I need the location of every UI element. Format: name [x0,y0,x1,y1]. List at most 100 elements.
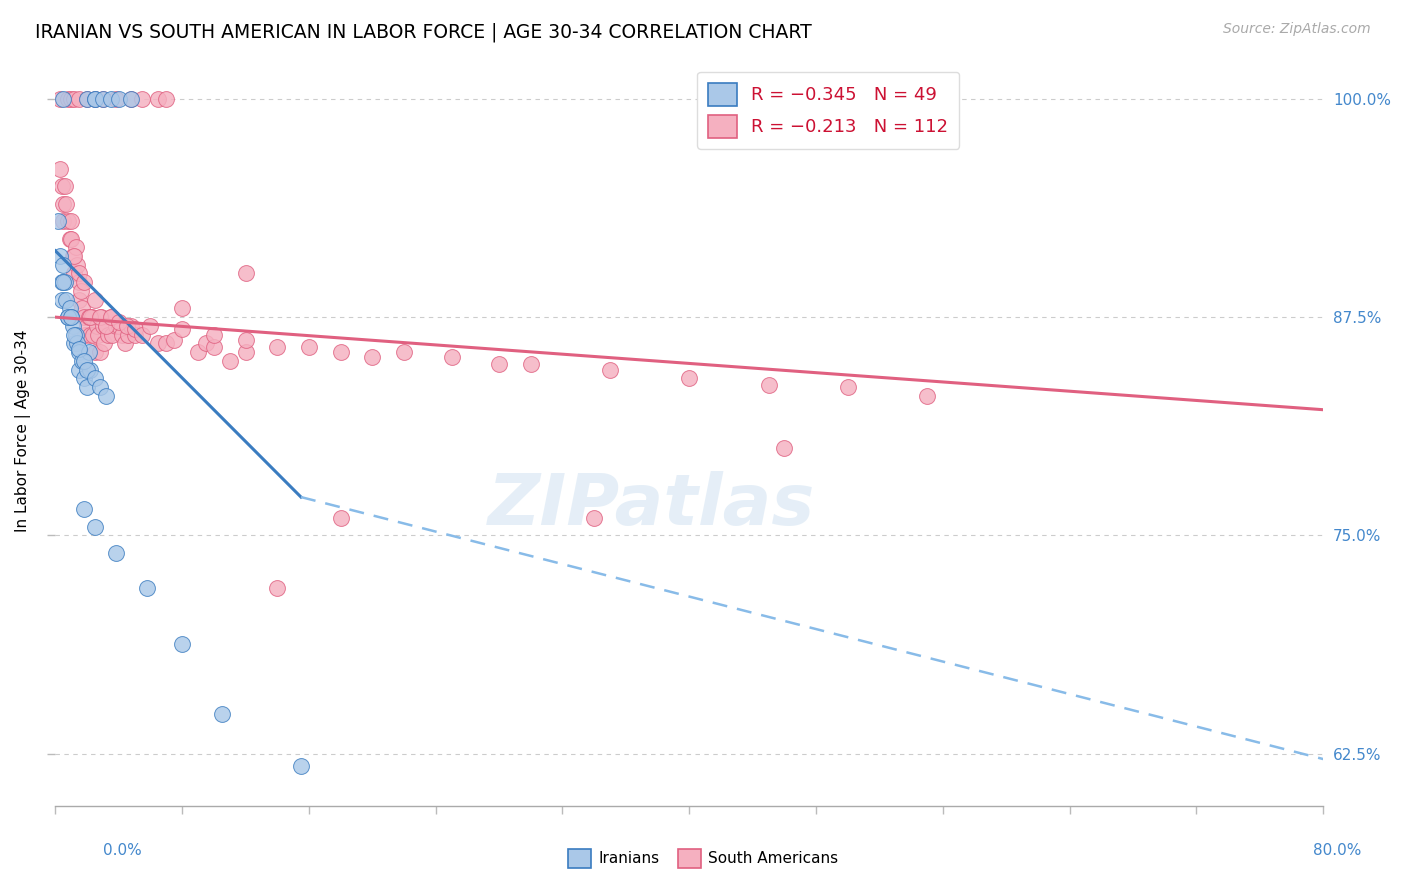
Point [194,336,217,351]
Point [87,327,110,342]
Point [56,310,79,325]
Point [440,351,463,365]
Legend: Iranians, South Americans: Iranians, South Americans [561,843,845,873]
Point [136,581,159,595]
Y-axis label: In Labor Force | Age 30-34: In Labor Force | Age 30-34 [15,329,31,532]
Point [70,301,93,316]
Point [392,345,415,359]
Point [77,310,100,325]
Point [67,275,90,289]
Point [91,92,114,106]
Point [100,310,122,325]
Point [84,345,107,359]
Point [488,357,510,371]
Point [76,92,98,106]
Point [52,275,75,289]
Point [67,345,90,359]
Text: IRANIAN VS SOUTH AMERICAN IN LABOR FORCE | AGE 30-34 CORRELATION CHART: IRANIAN VS SOUTH AMERICAN IN LABOR FORCE… [35,22,811,42]
Point [91,318,114,333]
Point [49,92,72,106]
Point [53,179,76,194]
Point [76,362,98,376]
Point [53,275,76,289]
Point [76,92,98,106]
Point [56,310,79,325]
Point [235,267,257,281]
Point [76,318,98,333]
Point [202,327,225,342]
Point [218,354,240,368]
Point [52,196,75,211]
Point [131,92,153,106]
Point [266,581,288,595]
Point [84,520,107,534]
Text: 0.0%: 0.0% [103,843,142,858]
Point [94,318,117,333]
Point [89,380,111,394]
Point [837,380,859,394]
Point [599,362,621,376]
Point [758,378,780,392]
Point [104,546,127,560]
Point [93,336,115,351]
Point [773,441,796,455]
Point [583,511,606,525]
Point [62,318,84,333]
Point [361,351,384,365]
Point [66,336,89,351]
Point [51,275,73,289]
Point [63,92,86,106]
Point [329,345,352,359]
Point [107,318,129,333]
Point [70,354,93,368]
Point [124,322,146,336]
Point [63,267,86,281]
Point [120,318,142,333]
Point [89,310,111,325]
Point [56,214,79,228]
Legend: R = −0.345   N = 49, R = −0.213   N = 112: R = −0.345 N = 49, R = −0.213 N = 112 [697,71,959,149]
Point [63,249,86,263]
Point [49,249,72,263]
Point [148,336,170,351]
Point [69,284,91,298]
Point [104,92,127,106]
Point [51,179,73,194]
Point [73,275,96,289]
Point [104,318,127,333]
Point [75,327,97,342]
Point [67,362,90,376]
Point [117,327,139,342]
Point [58,301,80,316]
Point [202,340,225,354]
Point [56,92,79,106]
Point [63,336,86,351]
Point [67,293,90,307]
Point [107,315,129,329]
Point [172,637,194,651]
Point [60,92,83,106]
Text: 80.0%: 80.0% [1313,843,1361,858]
Point [155,92,177,106]
Point [65,240,87,254]
Point [211,706,233,721]
Point [80,310,103,325]
Point [84,92,107,106]
Point [84,92,107,106]
Point [66,258,89,272]
Text: ZIPatlas: ZIPatlas [488,471,815,541]
Point [52,214,75,228]
Point [97,327,120,342]
Point [73,354,96,368]
Point [172,301,194,316]
Point [94,389,117,403]
Point [52,258,75,272]
Point [73,310,96,325]
Point [67,267,90,281]
Point [60,214,83,228]
Point [100,310,122,325]
Point [79,362,101,376]
Point [60,310,83,325]
Point [52,92,75,106]
Point [329,511,352,525]
